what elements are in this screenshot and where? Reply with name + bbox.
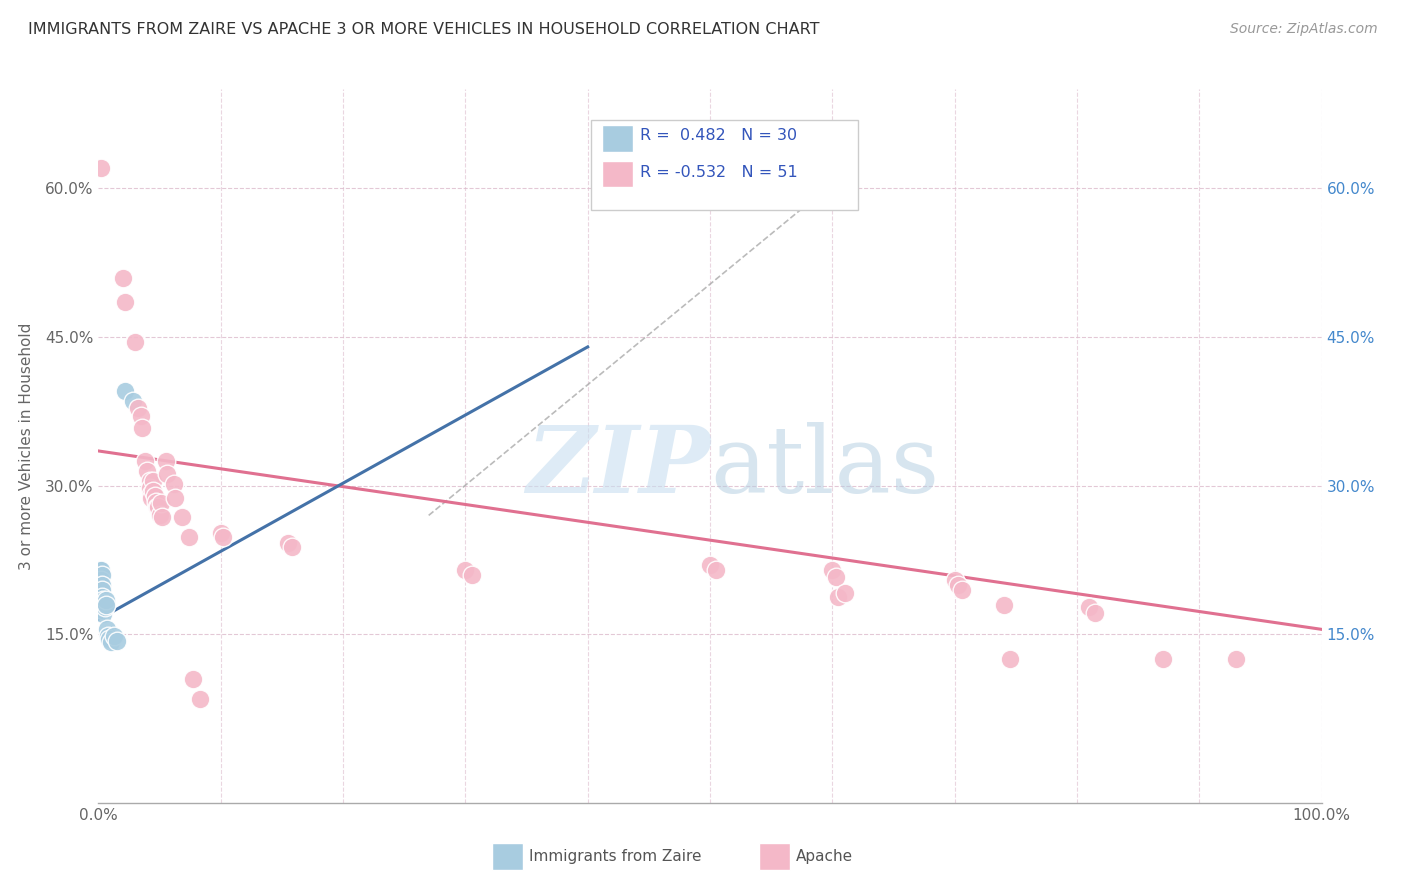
Point <box>139 474 162 488</box>
Point <box>91 602 114 616</box>
Text: atlas: atlas <box>710 423 939 512</box>
Point <box>100 635 122 649</box>
Point <box>1078 599 1101 614</box>
Point <box>90 573 112 587</box>
Point <box>139 486 162 500</box>
Point <box>209 526 232 541</box>
Point <box>129 409 152 424</box>
Point <box>91 596 114 610</box>
Point <box>943 573 966 587</box>
Point <box>111 270 134 285</box>
Point <box>948 578 970 592</box>
Point <box>91 590 114 604</box>
Point <box>89 573 111 587</box>
Point <box>827 590 849 604</box>
Point <box>114 295 136 310</box>
Text: R = -0.532   N = 51: R = -0.532 N = 51 <box>640 165 797 180</box>
Point <box>993 598 1015 612</box>
Point <box>91 567 114 582</box>
Text: Immigrants from Zaire: Immigrants from Zaire <box>529 849 702 863</box>
Point <box>148 500 170 515</box>
Point <box>1084 606 1107 620</box>
Point <box>149 496 172 510</box>
Point <box>280 540 302 554</box>
Text: R =  0.482   N = 30: R = 0.482 N = 30 <box>640 128 797 143</box>
Point <box>170 510 193 524</box>
Point <box>821 563 844 577</box>
Point <box>94 592 117 607</box>
Point <box>1225 652 1247 666</box>
Text: Apache: Apache <box>796 849 853 863</box>
Text: Source: ZipAtlas.com: Source: ZipAtlas.com <box>1230 22 1378 37</box>
Point <box>188 691 211 706</box>
Point <box>90 592 112 607</box>
Point <box>91 599 114 614</box>
Point <box>212 530 235 544</box>
Point <box>163 476 186 491</box>
Point <box>93 596 115 610</box>
Point <box>998 652 1021 666</box>
Point <box>93 599 115 614</box>
Point <box>1152 652 1174 666</box>
Point <box>181 672 204 686</box>
Point <box>277 536 299 550</box>
Point <box>94 598 117 612</box>
Point <box>91 578 114 592</box>
Text: ZIP: ZIP <box>526 423 710 512</box>
Text: IMMIGRANTS FROM ZAIRE VS APACHE 3 OR MORE VEHICLES IN HOUSEHOLD CORRELATION CHAR: IMMIGRANTS FROM ZAIRE VS APACHE 3 OR MOR… <box>28 22 820 37</box>
Point <box>127 401 149 416</box>
Point <box>90 161 112 176</box>
Y-axis label: 3 or more Vehicles in Household: 3 or more Vehicles in Household <box>18 322 34 570</box>
Point <box>460 567 482 582</box>
Point <box>142 474 165 488</box>
Point <box>156 467 179 481</box>
Point <box>146 500 169 515</box>
Point <box>90 588 112 602</box>
Point <box>136 464 159 478</box>
Point <box>165 491 187 505</box>
Point <box>124 334 146 349</box>
Point <box>121 394 143 409</box>
Point <box>97 629 120 643</box>
Point <box>91 607 114 622</box>
Point <box>834 585 856 599</box>
Point <box>90 563 112 577</box>
Point <box>145 495 167 509</box>
Point <box>114 384 136 399</box>
Point <box>950 582 973 597</box>
Point <box>177 530 200 544</box>
Point <box>143 489 166 503</box>
Point <box>142 483 165 498</box>
Point <box>149 508 172 523</box>
Point <box>91 598 114 612</box>
Point <box>155 454 177 468</box>
Point <box>90 578 112 592</box>
Point <box>699 558 721 572</box>
Point <box>454 563 477 577</box>
Point <box>96 623 118 637</box>
Point <box>150 510 173 524</box>
Point <box>91 582 114 597</box>
Point <box>103 629 125 643</box>
Point <box>90 582 112 597</box>
Point <box>704 563 727 577</box>
Point <box>98 632 121 647</box>
Point <box>131 421 153 435</box>
Point <box>89 563 111 577</box>
Point <box>105 634 128 648</box>
Point <box>134 454 156 468</box>
Point <box>91 592 114 607</box>
Point <box>139 491 162 505</box>
Point <box>825 570 848 584</box>
Point <box>139 481 162 495</box>
